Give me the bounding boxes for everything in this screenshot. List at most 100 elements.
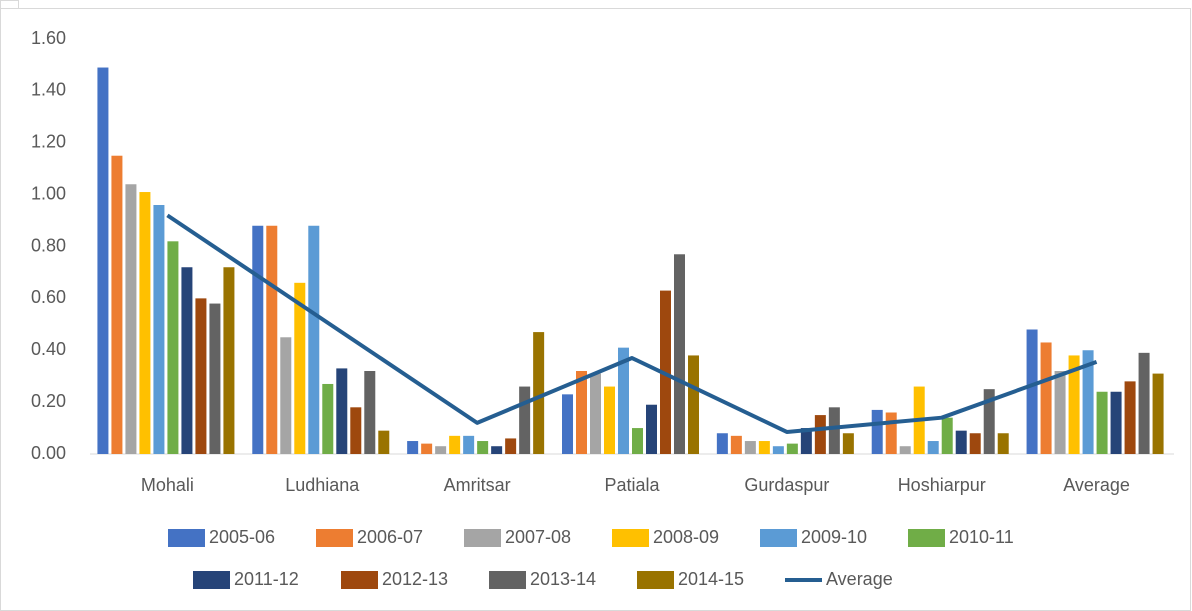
bar — [252, 225, 264, 454]
bar — [111, 155, 123, 454]
bar — [449, 435, 461, 454]
bar — [97, 67, 109, 454]
x-tick-label: Ludhiana — [285, 475, 360, 495]
bar — [871, 409, 883, 454]
bar — [758, 441, 770, 454]
bar — [1026, 329, 1038, 454]
bar — [505, 438, 517, 454]
bar — [744, 441, 756, 454]
corner-box — [0, 0, 19, 9]
legend-swatch — [637, 571, 674, 589]
legend-label: 2007-08 — [505, 527, 571, 547]
bar — [407, 441, 419, 454]
legend-label: 2006-07 — [357, 527, 423, 547]
bar — [1096, 391, 1108, 454]
y-tick-label: 0.40 — [31, 339, 66, 359]
x-tick-label: Amritsar — [444, 475, 511, 495]
bar — [1082, 350, 1094, 454]
bar — [125, 184, 137, 454]
legend-label: 2005-06 — [209, 527, 275, 547]
bar — [828, 407, 840, 454]
bar — [969, 433, 981, 454]
y-tick-label: 0.20 — [31, 391, 66, 411]
chart-border — [0, 8, 1191, 611]
legend-label: 2010-11 — [949, 527, 1014, 547]
bar — [983, 389, 995, 454]
bar — [786, 443, 798, 454]
x-tick-label: Gurdaspur — [744, 475, 829, 495]
bar — [955, 430, 967, 454]
legend-swatch — [316, 529, 353, 547]
legend-swatch — [760, 529, 797, 547]
legend-swatch — [193, 571, 230, 589]
bar — [716, 433, 728, 454]
bar — [1124, 381, 1136, 454]
bar — [364, 371, 376, 454]
line — [166, 213, 1098, 434]
legend-label: Average — [826, 569, 893, 589]
bar — [421, 443, 433, 454]
bar — [491, 446, 503, 454]
y-tick-label: 1.00 — [31, 183, 66, 203]
bar — [435, 446, 447, 454]
legend-swatch — [612, 529, 649, 547]
y-tick-label: 0.80 — [31, 235, 66, 255]
bar — [800, 428, 812, 454]
bar — [772, 446, 784, 454]
bar — [562, 394, 573, 454]
bar — [294, 282, 306, 454]
bar — [181, 267, 193, 454]
legend-swatch — [341, 571, 378, 589]
bar — [604, 386, 615, 454]
bar — [1054, 371, 1066, 454]
y-tick-label: 1.40 — [31, 80, 66, 100]
legend-label: 2012-13 — [382, 569, 448, 589]
bar — [139, 192, 151, 454]
legend-label: 2013-14 — [530, 569, 596, 589]
bar — [322, 383, 334, 454]
legend-swatch — [908, 529, 945, 547]
legend-swatch — [168, 529, 205, 547]
bar — [477, 441, 489, 454]
bar — [997, 433, 1009, 454]
bar — [167, 241, 179, 454]
bar — [632, 428, 643, 454]
x-tick-label: Patiala — [604, 475, 660, 495]
y-tick-label: 1.20 — [31, 132, 66, 152]
bar — [308, 225, 320, 454]
y-tick-label: 0.60 — [31, 287, 66, 307]
bar — [674, 254, 685, 454]
bar — [899, 446, 911, 454]
y-tick-label: 0.00 — [31, 443, 66, 463]
bar — [927, 441, 939, 454]
bar — [336, 368, 348, 454]
bar — [463, 435, 475, 454]
legend-label: 2011-12 — [234, 569, 299, 589]
bar — [350, 407, 362, 454]
x-tick-label: Average — [1063, 475, 1130, 495]
bar — [519, 386, 531, 454]
legend-swatch — [464, 529, 501, 547]
bar — [646, 404, 657, 454]
x-tick-label: Hoshiarpur — [898, 475, 986, 495]
bar — [223, 267, 235, 454]
bar — [730, 435, 742, 454]
bar — [153, 205, 165, 454]
bar — [814, 415, 826, 454]
bar — [885, 412, 897, 454]
bar — [209, 303, 221, 454]
bar — [576, 371, 587, 454]
bar — [1040, 342, 1052, 454]
x-tick-label: Mohali — [141, 475, 194, 495]
bar — [533, 332, 545, 454]
bar — [378, 430, 390, 454]
bar — [266, 225, 278, 454]
bar — [1110, 391, 1122, 454]
bar — [842, 433, 854, 454]
legend-label: 2009-10 — [801, 527, 867, 547]
bar — [280, 337, 292, 454]
bar — [941, 417, 953, 454]
y-tick-label: 1.60 — [31, 28, 66, 48]
bar — [1152, 373, 1164, 454]
